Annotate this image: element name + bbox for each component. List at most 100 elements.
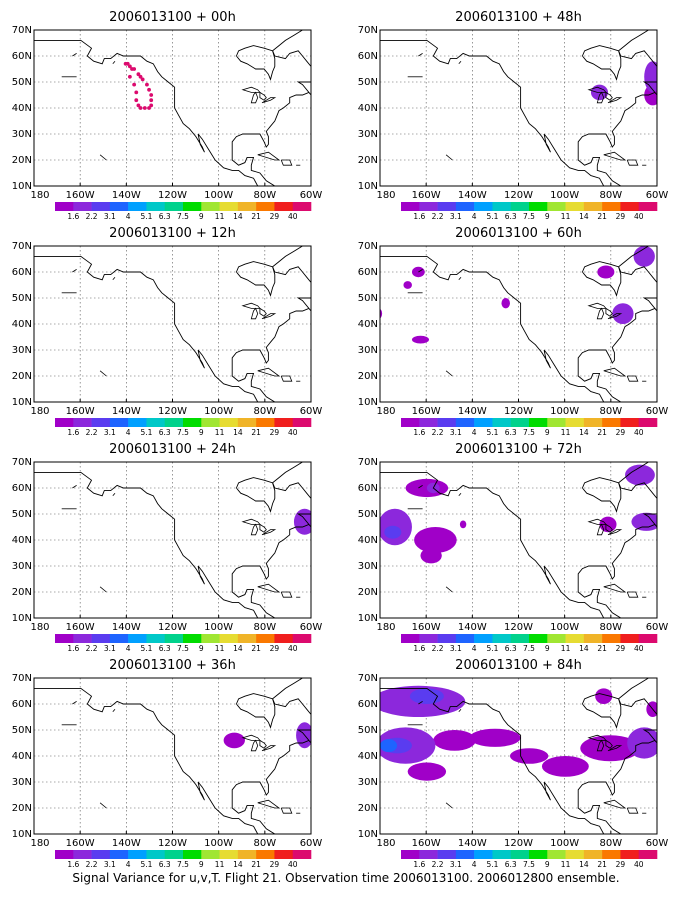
- colorbar-swatch: [437, 850, 457, 859]
- figure-caption: Signal Variance for u,v,T. Flight 21. Ob…: [72, 871, 620, 885]
- colorbar-swatch: [109, 418, 129, 427]
- island: [72, 485, 77, 489]
- flight-track-point: [140, 77, 145, 82]
- variance-region: [599, 516, 617, 533]
- colorbar-label: 9: [545, 644, 550, 653]
- great-lake: [241, 86, 261, 93]
- colorbar-swatch: [510, 418, 530, 427]
- x-tick-label: 120W: [504, 190, 533, 201]
- y-tick-label: 60N: [12, 483, 32, 494]
- y-tick-label: 10N: [358, 613, 378, 624]
- y-tick-label: 10N: [12, 613, 32, 624]
- y-tick-label: 20N: [358, 587, 378, 598]
- great-lake: [605, 307, 613, 317]
- colorbar-swatch: [583, 418, 603, 427]
- variance-region: [469, 728, 521, 747]
- variance-region: [411, 335, 430, 344]
- colorbar-label: 1.6: [67, 860, 79, 869]
- colorbar-label: 4: [126, 428, 131, 437]
- colorbar-label: 3.1: [104, 644, 116, 653]
- variance-region: [541, 756, 589, 777]
- colorbar-swatch: [474, 850, 493, 859]
- x-tick-label: 60W: [300, 622, 323, 633]
- island: [99, 370, 107, 377]
- y-tick-label: 50N: [12, 77, 32, 88]
- colorbar-swatch: [256, 634, 275, 643]
- island: [418, 701, 423, 705]
- y-tick-label: 20N: [358, 155, 378, 166]
- great-lake: [241, 302, 261, 309]
- colorbar-label: 4: [472, 428, 477, 437]
- colorbar-swatch: [256, 202, 275, 211]
- x-tick-label: 80W: [254, 406, 277, 417]
- variance-region: [644, 61, 657, 93]
- great-lake: [596, 307, 605, 320]
- y-tick-label: 10N: [12, 397, 32, 408]
- colorbar-label: 4: [472, 212, 477, 221]
- colorbar-swatch: [401, 202, 420, 211]
- colorbar-label: 11: [215, 860, 225, 869]
- island: [280, 375, 293, 382]
- island: [280, 159, 293, 166]
- x-tick-label: 80W: [600, 838, 623, 849]
- island: [603, 367, 627, 377]
- x-tick-label: 80W: [254, 622, 277, 633]
- colorbar-label: 21: [597, 428, 607, 437]
- colorbar-swatch: [492, 418, 512, 427]
- colorbar-label: 14: [579, 860, 589, 869]
- coastline-west: [34, 471, 275, 618]
- colorbar-label: 2.2: [432, 644, 444, 653]
- colorbar-swatch: [602, 634, 621, 643]
- x-tick-label: 180: [376, 838, 395, 849]
- colorbar-swatch: [547, 850, 566, 859]
- hudson-bay: [581, 261, 622, 297]
- colorbar-label: 1.6: [413, 428, 425, 437]
- x-tick-label: 120W: [158, 406, 187, 417]
- y-tick-label: 60N: [12, 51, 32, 62]
- x-tick-label: 140W: [112, 406, 141, 417]
- island: [112, 708, 116, 713]
- y-tick-label: 40N: [358, 535, 378, 546]
- colorbar-label: 14: [579, 428, 589, 437]
- island: [458, 276, 462, 281]
- colorbar-swatch: [274, 418, 294, 427]
- colorbar-label: 21: [251, 428, 261, 437]
- hudson-bay: [581, 45, 622, 81]
- x-tick-label: 120W: [504, 406, 533, 417]
- colorbar-swatch: [219, 418, 239, 427]
- y-tick-label: 70N: [358, 457, 378, 468]
- colorbar-swatch: [128, 850, 147, 859]
- flight-track-point: [138, 74, 143, 79]
- colorbar-label: 40: [288, 860, 298, 869]
- x-tick-label: 120W: [504, 838, 533, 849]
- y-tick-label: 40N: [358, 319, 378, 330]
- flight-track-point: [142, 106, 147, 110]
- panel-title: 2006013100 + 36h: [109, 658, 236, 673]
- colorbar-label: 21: [251, 212, 261, 221]
- colorbar-label: 40: [288, 212, 298, 221]
- hudson-bay: [581, 693, 622, 729]
- x-tick-label: 180: [376, 406, 395, 417]
- colorbar-label: 29: [270, 428, 280, 437]
- colorbar-label: 6.3: [505, 644, 517, 653]
- island: [257, 151, 281, 161]
- colorbar-swatch: [55, 202, 74, 211]
- y-tick-label: 30N: [12, 345, 32, 356]
- colorbar-swatch: [565, 850, 585, 859]
- x-tick-label: 140W: [458, 838, 487, 849]
- colorbar-swatch: [565, 418, 585, 427]
- colorbar-label: 7.5: [523, 644, 535, 653]
- great-lake: [605, 91, 613, 101]
- colorbar-swatch: [620, 202, 640, 211]
- colorbar-label: 9: [199, 212, 204, 221]
- colorbar-label: 29: [616, 644, 626, 653]
- great-lake: [261, 529, 277, 536]
- x-tick-label: 80W: [254, 838, 277, 849]
- x-tick-label: 160W: [66, 190, 95, 201]
- variance-region: [403, 281, 412, 289]
- variance-region: [293, 508, 311, 535]
- colorbar-label: 11: [561, 428, 571, 437]
- colorbar-label: 7.5: [177, 212, 189, 221]
- colorbar-swatch: [274, 202, 294, 211]
- colorbar-label: 14: [233, 428, 243, 437]
